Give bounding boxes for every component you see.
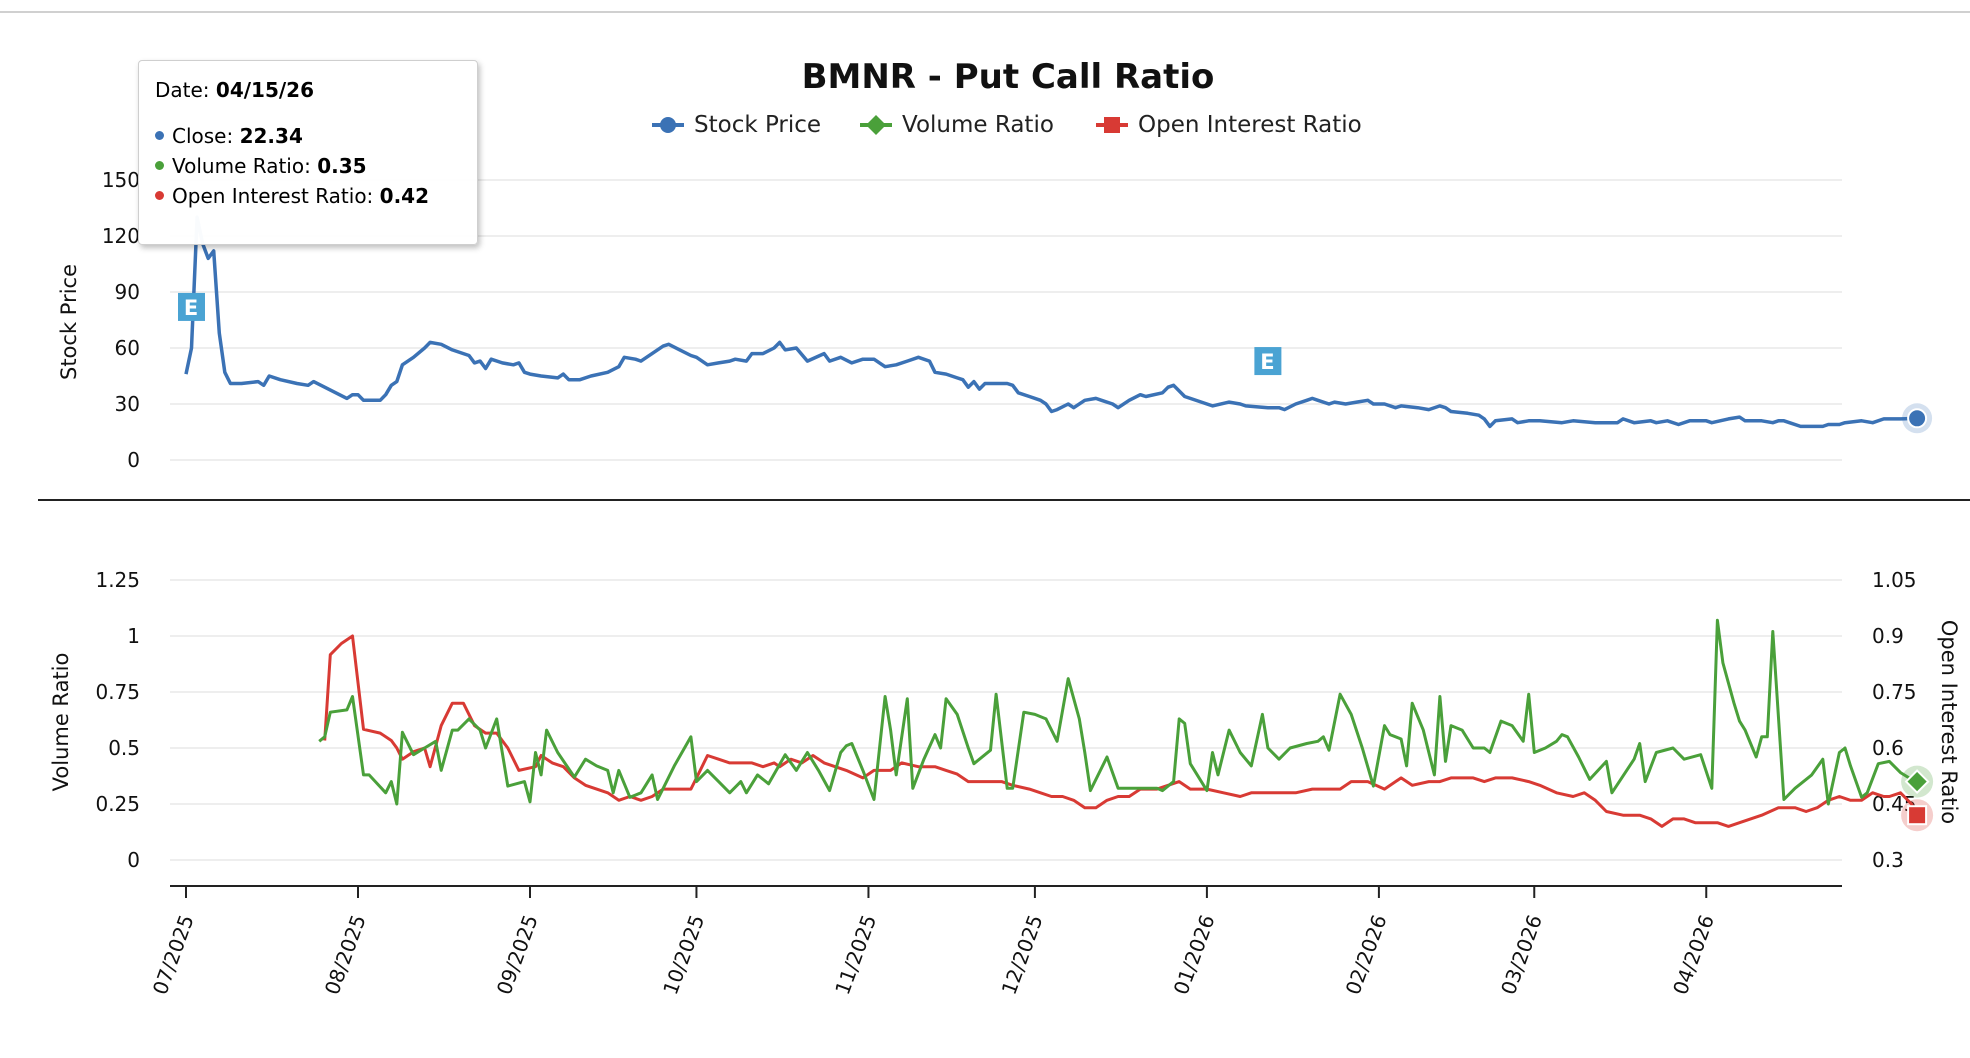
volume-ratio-hover-point[interactable] bbox=[1904, 769, 1930, 795]
volume-y-tick-label: 0.75 bbox=[95, 680, 140, 704]
tooltip-date-row: Date: 04/15/26 bbox=[155, 75, 477, 105]
x-tick-label: 04/2026 bbox=[1668, 912, 1719, 998]
earnings-marker-label: E bbox=[1260, 350, 1274, 374]
volume-ratio-axis-title: Volume Ratio bbox=[49, 653, 73, 792]
x-tick-label: 09/2025 bbox=[492, 912, 543, 998]
top-y-tick-label: 30 bbox=[115, 392, 140, 416]
x-tick-label: 11/2025 bbox=[830, 912, 881, 998]
oi-ratio-y-axis: 0.30.450.60.750.91.05 bbox=[1872, 568, 1917, 872]
earnings-marker-badge[interactable] bbox=[178, 292, 205, 321]
volume-y-tick-label: 1 bbox=[127, 624, 140, 648]
legend-marker-volume bbox=[866, 115, 886, 135]
open-interest-ratio-line bbox=[323, 634, 1919, 828]
chart-title: BMNR - Put Call Ratio bbox=[802, 57, 1215, 97]
x-tick-label: 10/2025 bbox=[658, 912, 709, 998]
top-y-tick-label: 150 bbox=[102, 168, 140, 192]
volume-y-tick-label: 1.25 bbox=[95, 568, 140, 592]
oi-y-tick-label: 0.75 bbox=[1872, 680, 1917, 704]
earnings-marker-label: E bbox=[184, 296, 198, 320]
volume-y-tick-label: 0.25 bbox=[95, 792, 140, 816]
x-tick-label: 01/2026 bbox=[1169, 912, 1220, 998]
legend-label-stock: Stock Price bbox=[694, 112, 821, 138]
tooltip-oi-label: Open Interest Ratio: bbox=[172, 184, 374, 208]
oi-y-tick-label: 0.9 bbox=[1872, 624, 1904, 648]
legend-marker-oi bbox=[1104, 117, 1120, 133]
tooltip-close-dot bbox=[155, 131, 164, 140]
hover-tooltip: Date: 04/15/26 Close: 22.34 Volume Ratio… bbox=[138, 60, 478, 245]
tooltip-volume-label: Volume Ratio: bbox=[172, 154, 311, 178]
tooltip-close-label: Close: bbox=[172, 124, 234, 148]
top-y-tick-label: 120 bbox=[102, 224, 140, 248]
x-tick-label: 03/2026 bbox=[1496, 912, 1547, 998]
legend-marker-stock bbox=[660, 117, 676, 133]
x-tick-label: 07/2025 bbox=[148, 912, 199, 998]
tooltip-date-label: Date: bbox=[155, 78, 210, 102]
legend: Stock Price Volume Ratio Open Interest R… bbox=[652, 112, 1362, 138]
tooltip-oi-dot bbox=[155, 191, 164, 200]
stock-price-axis-title: Stock Price bbox=[57, 264, 81, 380]
oi-y-tick-label: 1.05 bbox=[1872, 568, 1917, 592]
bottom-panel-series bbox=[318, 618, 1934, 832]
tooltip-oi-value: 0.42 bbox=[379, 184, 430, 208]
earnings-marker-badge[interactable] bbox=[1254, 347, 1282, 376]
top-y-tick-label: 90 bbox=[115, 280, 140, 304]
stock-price-line bbox=[184, 215, 1918, 429]
oi-y-tick-label: 0.3 bbox=[1872, 848, 1904, 872]
top-y-tick-label: 60 bbox=[115, 336, 140, 360]
earnings-markers[interactable]: EE bbox=[178, 292, 1282, 376]
top-panel-y-axis: 0 30 60 90 120 150 bbox=[102, 168, 140, 472]
oi-ratio-hover-point[interactable] bbox=[1907, 805, 1928, 826]
oi-y-tick-label: 0.6 bbox=[1872, 736, 1904, 760]
top-y-tick-label: 0 bbox=[127, 448, 140, 472]
volume-ratio-line bbox=[318, 618, 1918, 806]
volume-ratio-y-axis: 0 0.25 0.5 0.75 1 1.25 bbox=[95, 568, 140, 872]
legend-label-volume: Volume Ratio bbox=[902, 112, 1054, 138]
x-axis: 07/2025 08/2025 09/2025 10/2025 11/2025 12/20… bbox=[148, 886, 1719, 998]
legend-item-open-interest-ratio[interactable]: Open Interest Ratio bbox=[1096, 112, 1362, 138]
tooltip-oi-row: Open Interest Ratio: 0.42 bbox=[155, 181, 477, 211]
legend-item-volume-ratio[interactable]: Volume Ratio bbox=[860, 112, 1054, 138]
tooltip-close-value: 22.34 bbox=[239, 124, 303, 148]
top-panel-series bbox=[184, 215, 1933, 434]
x-tick-label: 12/2025 bbox=[997, 912, 1048, 998]
tooltip-close-row: Close: 22.34 bbox=[155, 121, 477, 151]
stock-price-hover-point[interactable] bbox=[1907, 408, 1928, 429]
legend-item-stock-price[interactable]: Stock Price bbox=[652, 112, 821, 138]
oi-ratio-axis-title: Open Interest Ratio bbox=[1937, 620, 1961, 824]
x-tick-label: 02/2026 bbox=[1341, 912, 1392, 998]
legend-label-oi: Open Interest Ratio bbox=[1138, 112, 1362, 138]
volume-y-tick-label: 0.5 bbox=[108, 736, 140, 760]
tooltip-volume-value: 0.35 bbox=[317, 154, 367, 178]
bottom-panel-grid bbox=[170, 579, 1842, 861]
tooltip-volume-row: Volume Ratio: 0.35 bbox=[155, 151, 477, 181]
x-tick-label: 08/2025 bbox=[320, 912, 371, 998]
tooltip-volume-dot bbox=[155, 161, 164, 170]
volume-y-tick-label: 0 bbox=[127, 848, 140, 872]
tooltip-date-value: 04/15/26 bbox=[215, 78, 315, 102]
